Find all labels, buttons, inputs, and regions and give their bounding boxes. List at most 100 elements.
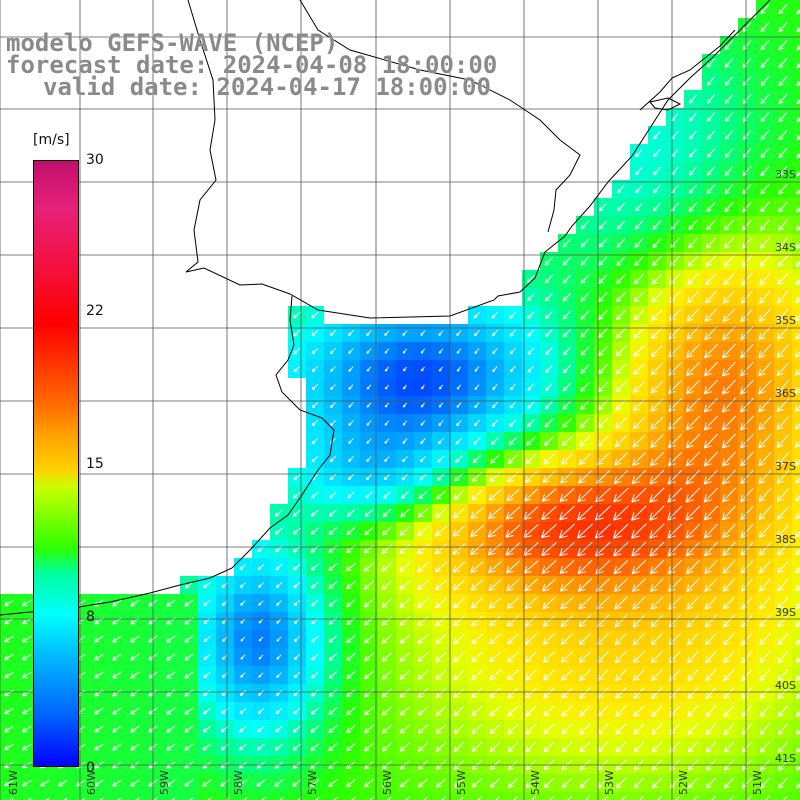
- wind-arrow: [760, 130, 770, 141]
- wind-arrow: [616, 274, 626, 284]
- wind-arrow: [742, 201, 752, 213]
- wind-arrow: [722, 290, 736, 304]
- wind-arrow: [794, 387, 800, 394]
- wind-arrow: [527, 401, 535, 409]
- wind-cell: [702, 792, 720, 800]
- wind-cell: [342, 792, 360, 800]
- wind-arrow: [758, 361, 772, 377]
- wind-cell: [792, 720, 800, 738]
- wind-arrow: [311, 384, 319, 391]
- wind-arrow: [742, 76, 752, 86]
- wind-arrow: [527, 383, 535, 391]
- wind-arrow: [687, 273, 699, 285]
- wind-cell: [18, 792, 36, 800]
- wind-cell: [792, 54, 800, 72]
- wind-cell: [756, 792, 774, 800]
- wind-arrow: [795, 315, 800, 322]
- wind-arrow: [580, 346, 590, 356]
- latitude-label: 35S: [775, 314, 796, 327]
- wind-arrow: [598, 346, 608, 357]
- wind-arrow: [724, 58, 734, 68]
- wind-arrow: [706, 219, 716, 231]
- wind-arrow: [384, 330, 390, 336]
- wind-cell: [792, 216, 800, 234]
- longitude-label: 55W: [455, 770, 468, 795]
- wind-arrow: [598, 220, 607, 230]
- wind-arrow: [366, 384, 372, 390]
- wind-arrow: [687, 255, 699, 267]
- wind-arrow: [580, 256, 590, 266]
- wind-cell: [792, 468, 800, 486]
- wind-arrow: [686, 326, 700, 340]
- wind-arrow: [633, 327, 645, 339]
- title-valid-date: valid date: 2024-04-17 18:00:00: [43, 73, 491, 101]
- wind-arrow: [688, 202, 698, 212]
- wind-arrow: [456, 348, 462, 354]
- wind-arrow: [633, 309, 645, 321]
- wind-arrow: [759, 237, 771, 249]
- wind-cell: [666, 792, 684, 800]
- wind-arrow: [311, 311, 319, 319]
- wind-arrow: [796, 99, 800, 105]
- wind-arrow: [617, 202, 625, 212]
- wind-arrow: [598, 310, 608, 320]
- wind-arrow: [651, 291, 663, 303]
- wind-arrow: [741, 237, 753, 249]
- wind-arrow: [777, 255, 789, 268]
- wind-arrow: [421, 366, 425, 372]
- wind-arrow: [760, 40, 770, 51]
- wind-arrow: [474, 329, 480, 337]
- wind-cell: [792, 144, 800, 162]
- wind-arrow: [703, 361, 718, 377]
- wind-arrow: [580, 292, 590, 302]
- colorbar: [33, 160, 79, 767]
- wind-cell: [792, 288, 800, 306]
- wind-arrow: [634, 220, 644, 230]
- wind-arrow: [580, 274, 590, 284]
- wind-cell: [792, 270, 800, 288]
- wind-cell: [432, 792, 450, 800]
- wind-arrow: [545, 347, 553, 355]
- wind-cell: [72, 792, 90, 800]
- wind-cell: [792, 648, 800, 666]
- wind-arrow: [724, 130, 734, 140]
- wind-arrow: [778, 111, 788, 123]
- wind-cell: [306, 792, 324, 800]
- wind-arrow: [724, 112, 733, 122]
- wind-arrow: [689, 148, 697, 158]
- wind-arrow: [402, 348, 408, 354]
- wind-arrow: [544, 256, 554, 266]
- wind-arrow: [652, 238, 662, 248]
- wind-arrow: [704, 343, 718, 359]
- wind-arrow: [722, 325, 736, 341]
- wind-cell: [792, 198, 800, 216]
- wind-arrow: [330, 384, 336, 390]
- wind-arrow: [474, 402, 480, 409]
- wind-arrow: [704, 308, 718, 322]
- wind-arrow: [439, 366, 443, 372]
- wind-arrow: [723, 255, 735, 268]
- wind-arrow: [293, 365, 301, 373]
- wind-arrow: [438, 330, 444, 336]
- wind-cell: [0, 792, 18, 800]
- wind-arrow: [653, 148, 661, 158]
- wind-cell: [162, 792, 180, 800]
- wind-arrow: [706, 58, 716, 68]
- wind-arrow: [704, 326, 718, 341]
- wind-arrow: [706, 94, 715, 104]
- wind-arrow: [384, 366, 389, 372]
- wind-arrow: [492, 366, 498, 373]
- wind-arrow: [544, 292, 554, 302]
- colorbar-tick-8: 8: [86, 609, 95, 625]
- wind-arrow: [689, 166, 697, 176]
- wind-cell: [792, 378, 800, 396]
- longitude-label: 59W: [158, 770, 171, 795]
- wind-cell: [234, 792, 252, 800]
- wind-arrow: [795, 297, 800, 304]
- wind-arrow: [634, 273, 644, 285]
- wind-arrow: [795, 351, 800, 358]
- wind-arrow: [724, 166, 734, 176]
- wind-arrow: [795, 333, 800, 340]
- wind-cell: [792, 792, 800, 800]
- wind-arrow: [796, 153, 800, 159]
